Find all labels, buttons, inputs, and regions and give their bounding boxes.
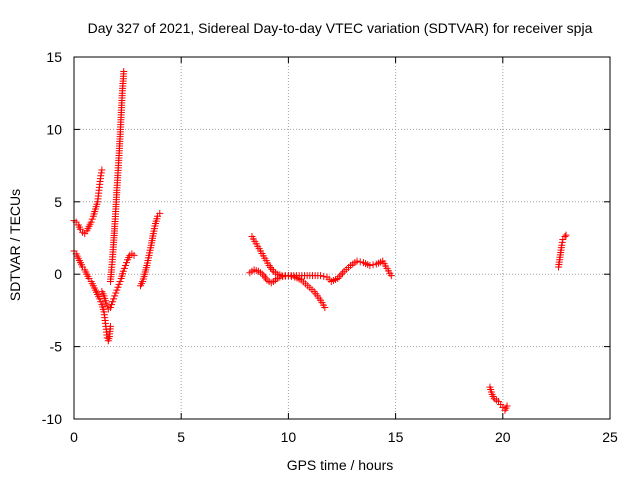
data-point xyxy=(113,286,121,294)
y-tick-labels: -10 -5 0 5 10 15 xyxy=(42,49,62,427)
data-point xyxy=(561,233,569,241)
y-tick-label: 0 xyxy=(54,266,62,282)
data-point xyxy=(317,272,325,280)
data-point xyxy=(106,322,114,330)
data-point xyxy=(130,251,138,259)
x-tick-label: 5 xyxy=(177,429,185,445)
data-point xyxy=(334,275,342,283)
data-point xyxy=(366,262,374,270)
y-tick-label: -10 xyxy=(42,411,62,427)
data-point xyxy=(114,283,122,291)
y-axis-label: SDTVAR / TECUs xyxy=(7,189,23,301)
data-point xyxy=(339,269,347,277)
data-point xyxy=(112,289,120,297)
data-point xyxy=(562,231,570,239)
data-point xyxy=(120,264,128,272)
data-point xyxy=(87,218,95,226)
data-point xyxy=(102,299,110,307)
grid xyxy=(74,57,610,419)
data-point xyxy=(123,259,131,267)
data-point xyxy=(88,215,96,223)
data-point xyxy=(320,272,328,280)
data-point xyxy=(106,304,114,312)
y-tick-label: -5 xyxy=(50,339,63,355)
x-tick-label: 20 xyxy=(495,429,511,445)
data-point xyxy=(335,273,343,281)
data-point xyxy=(119,267,127,275)
data-point xyxy=(108,301,116,309)
data-point xyxy=(120,67,128,75)
data-point xyxy=(98,166,106,174)
y-tick-label: 10 xyxy=(46,121,62,137)
data-point xyxy=(356,258,364,266)
y-tick-label: 15 xyxy=(46,49,62,65)
data-point xyxy=(115,280,123,288)
x-tick-labels: 0 5 10 15 20 25 xyxy=(70,429,618,445)
data-point xyxy=(97,172,105,180)
data-point xyxy=(558,238,566,246)
data-point xyxy=(369,261,377,269)
data-point xyxy=(156,209,164,217)
data-point xyxy=(387,272,395,280)
data-point xyxy=(321,304,329,312)
x-tick-label: 10 xyxy=(281,429,297,445)
data-points xyxy=(70,67,570,414)
data-point xyxy=(503,402,511,410)
chart-title: Day 327 of 2021, Sidereal Day-to-day VTE… xyxy=(88,20,593,36)
data-point xyxy=(110,295,118,303)
y-tick-label: 5 xyxy=(54,194,62,210)
x-axis-label: GPS time / hours xyxy=(287,457,394,473)
x-tick-label: 15 xyxy=(388,429,404,445)
x-tick-label: 0 xyxy=(70,429,78,445)
data-point xyxy=(97,169,105,177)
data-point xyxy=(337,271,345,279)
data-point xyxy=(111,292,119,300)
plot-frame xyxy=(73,56,611,420)
data-point xyxy=(116,277,124,285)
data-point xyxy=(121,262,129,270)
data-point xyxy=(109,298,117,306)
x-tick-label: 25 xyxy=(602,429,618,445)
data-point xyxy=(103,302,111,310)
data-point xyxy=(97,298,105,306)
data-point xyxy=(558,241,566,249)
data-point xyxy=(353,257,361,265)
